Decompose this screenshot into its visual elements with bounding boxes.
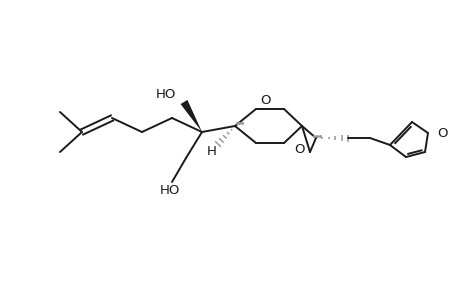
Text: H: H [207, 145, 217, 158]
Text: HO: HO [155, 88, 176, 100]
Text: HO: HO [159, 184, 180, 196]
Text: O: O [294, 142, 305, 155]
Text: O: O [436, 127, 447, 140]
Polygon shape [180, 100, 202, 132]
Text: O: O [259, 94, 270, 106]
